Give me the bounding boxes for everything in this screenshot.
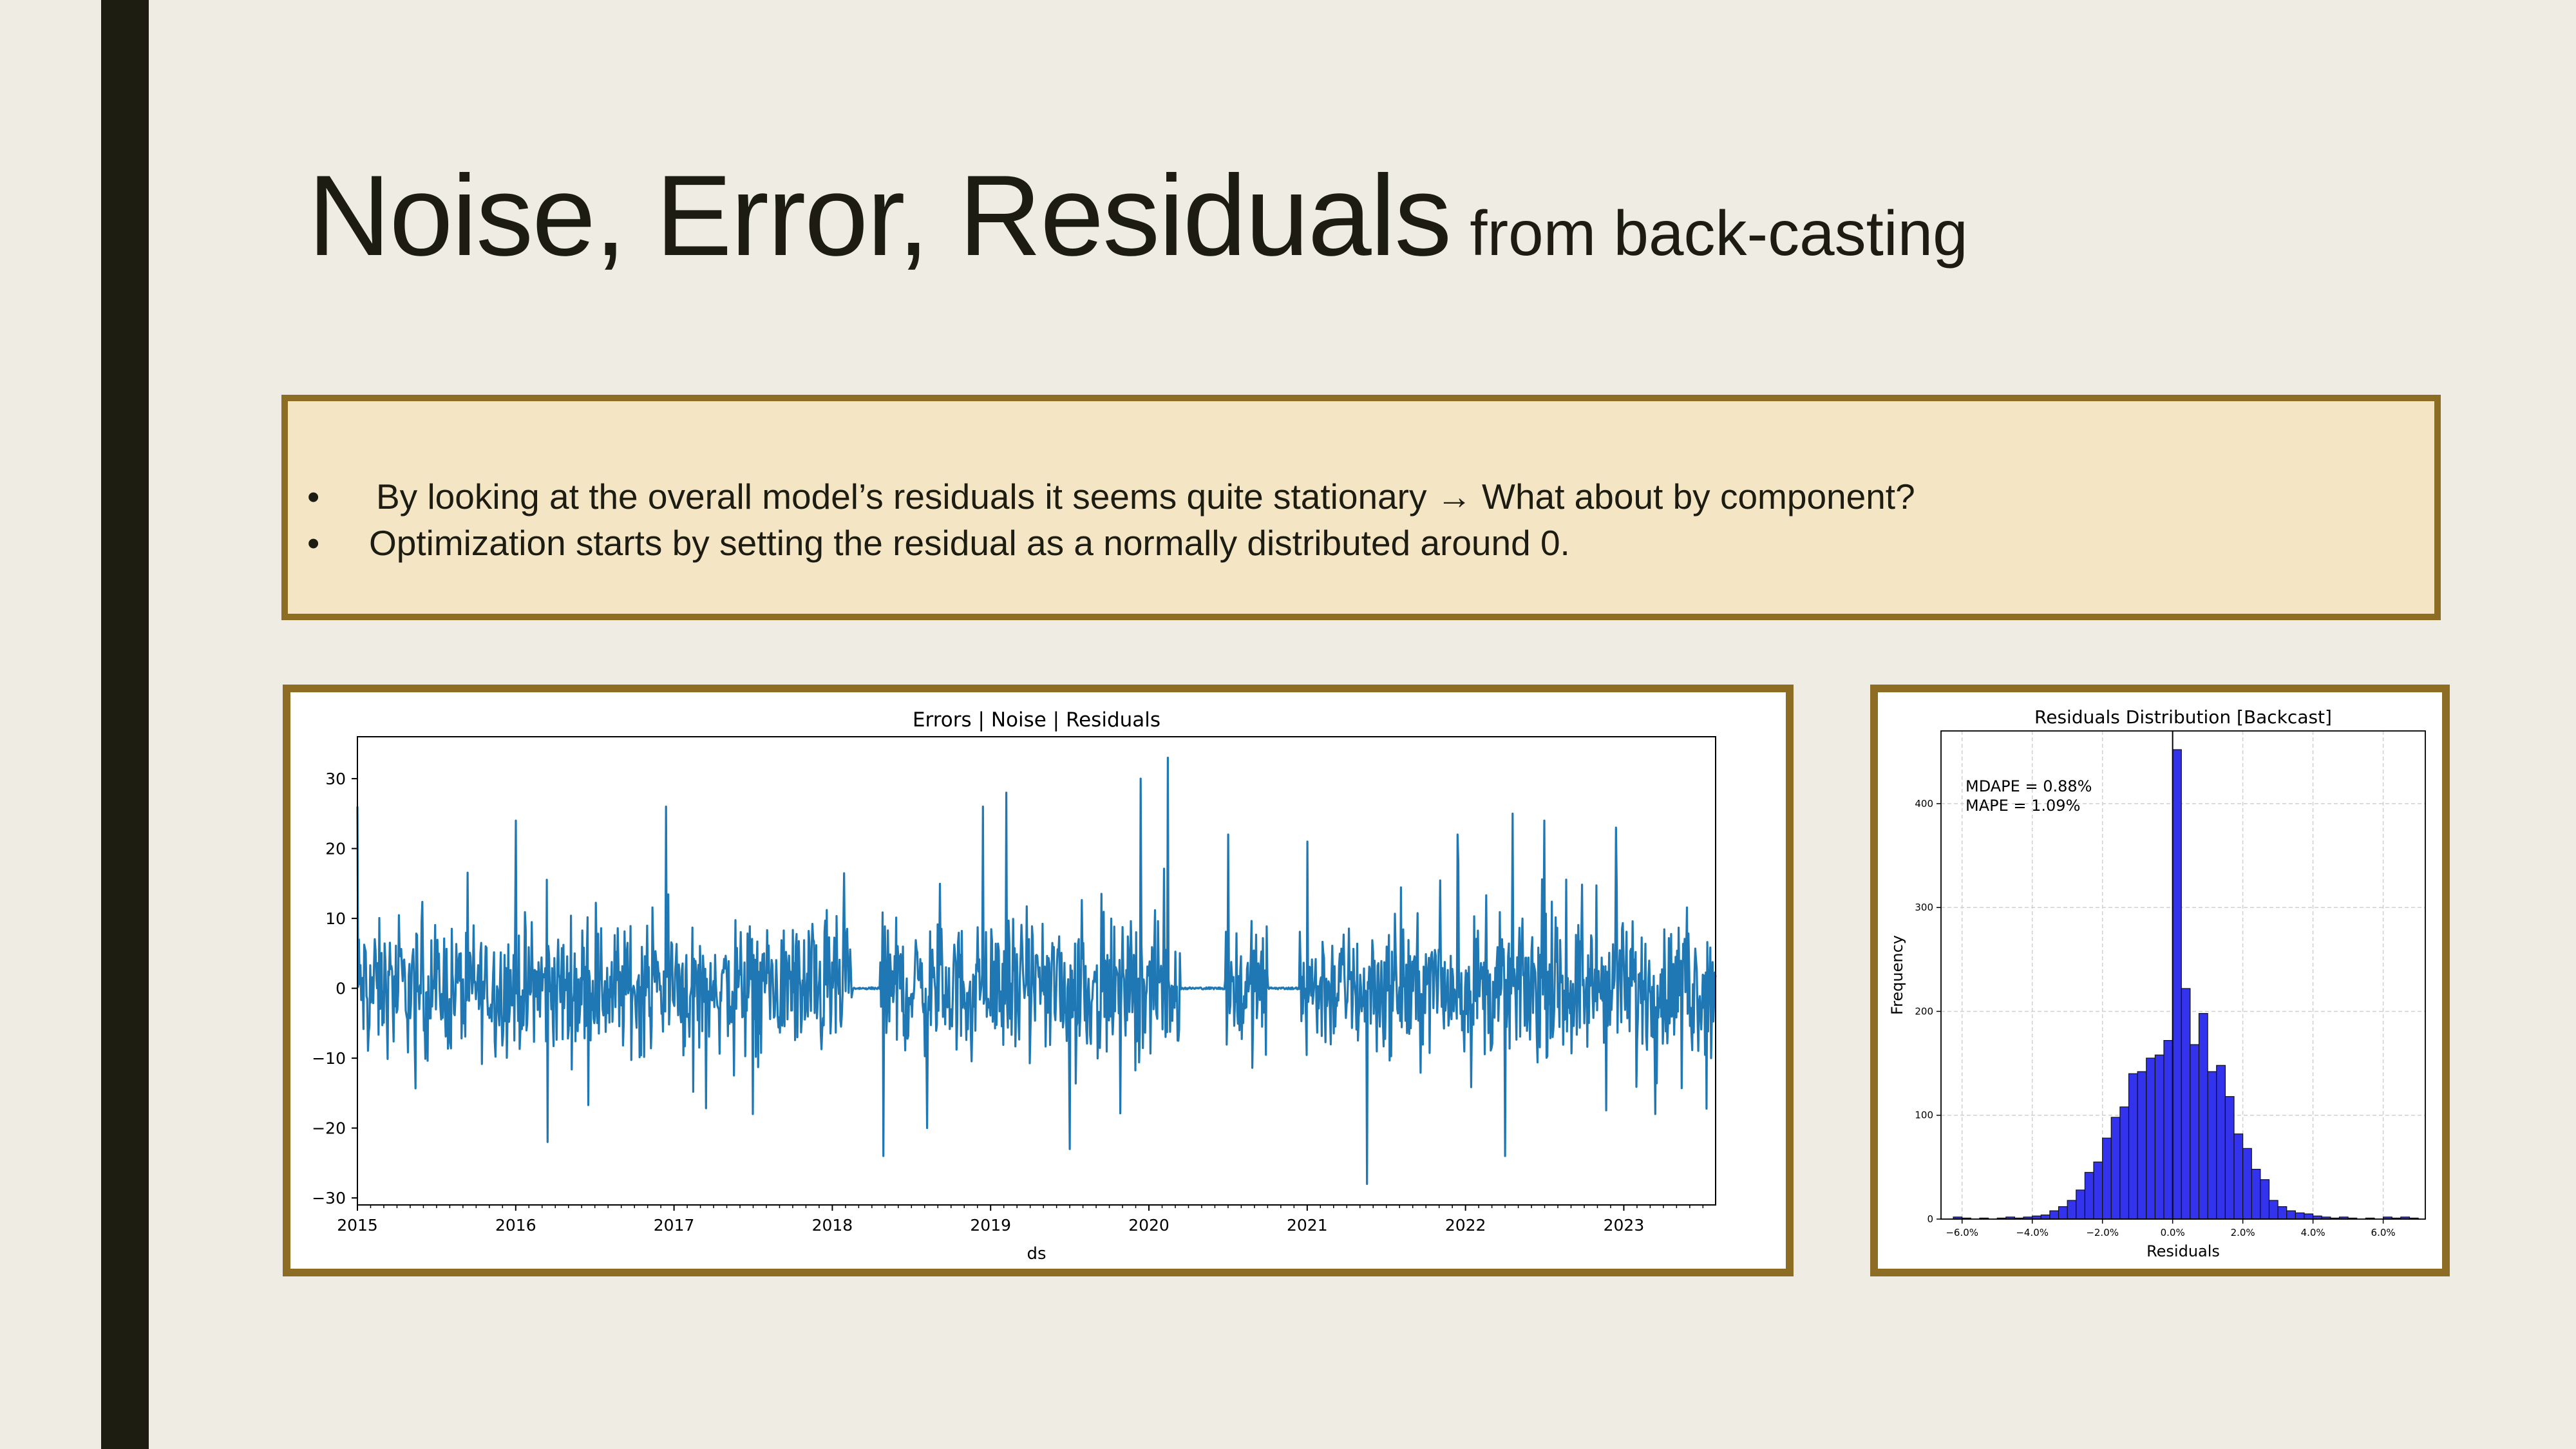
histogram-bar [2277,1206,2287,1220]
x-axis-label: Residuals [2146,1242,2220,1260]
histogram-bar [2137,1071,2147,1220]
y-tick-label: 400 [1915,798,1933,810]
histogram-bar [2163,1040,2174,1220]
plot-area-border [357,736,1716,1206]
x-tick-label: 6.0% [2371,1227,2396,1238]
x-tick-label: 2018 [812,1216,853,1235]
histogram-bar [2172,749,2182,1220]
histogram-bar [2198,1013,2208,1220]
histogram-bar [2049,1210,2060,1220]
residuals-histogram-frame: Residuals Distribution [Backcast] Residua… [1870,685,2450,1276]
histogram-bar [2304,1213,2314,1220]
histogram-bar [2251,1168,2261,1220]
x-tick-label: 2022 [1445,1216,1486,1235]
residuals-histogram: Residuals Distribution [Backcast] Residua… [1888,706,2426,1260]
bullet-item: • Optimization starts by setting the res… [307,520,1915,566]
plot-area-border [1940,730,2426,1220]
y-tick-label: −20 [312,1119,346,1138]
chart-title: Residuals Distribution [Backcast] [2034,706,2332,728]
x-tick-label: 0.0% [2161,1227,2185,1238]
bullet-marker: • [307,523,320,563]
histogram-bar [2216,1065,2226,1220]
histogram-bar [2260,1179,2270,1220]
x-axis-label: ds [1027,1244,1046,1264]
histogram-bar [2268,1200,2278,1220]
x-tick-label: 2023 [1604,1216,1645,1235]
x-tick-label: −4.0% [2016,1227,2049,1238]
y-tick-label: 20 [325,840,346,858]
histogram-bar [2128,1073,2138,1220]
histogram-bar [2242,1148,2252,1220]
histogram-bar [2181,988,2191,1220]
y-axis-label: Frequency [1888,935,1906,1015]
histogram-bar [2233,1133,2244,1220]
histogram-bar [2093,1161,2103,1220]
y-tick-label: 10 [325,909,346,928]
histogram-bar [2102,1137,2112,1220]
y-tick-label: −10 [312,1049,346,1068]
x-tick-label: 2021 [1287,1216,1328,1235]
x-tick-label: 2020 [1128,1216,1170,1235]
histogram-bar [2190,1044,2200,1220]
slide-title-subtitle: from back-casting [1470,198,1968,269]
slide-title-main: Noise, Error, Residuals [308,151,1452,279]
bullet-marker: • [307,477,320,516]
y-tick-label: 200 [1915,1005,1933,1017]
bullet-text-box: • By looking at the overall model’s resi… [281,395,2441,620]
left-accent-bar [101,0,149,1449]
y-tick-label: −30 [312,1189,346,1208]
chart-title: Errors | Noise | Residuals [913,708,1160,732]
y-tick-label: 300 [1915,902,1933,913]
x-tick-label: 4.0% [2301,1227,2325,1238]
residual-series-line [356,757,1717,1185]
histogram-bar [2224,1096,2235,1220]
x-tick-label: 2019 [970,1216,1011,1235]
histogram-bar [2040,1214,2050,1220]
x-tick-label: −2.0% [2086,1227,2119,1238]
metric-annotation: MAPE = 1.09% [1965,797,2080,815]
metric-annotation: MDAPE = 0.88% [1965,777,2092,795]
histogram-bar [2110,1117,2121,1220]
histogram-bar [2154,1054,2164,1220]
histogram-bar [2295,1212,2305,1220]
slide-title: Noise, Error, Residuals from back-casting [308,149,1968,281]
residuals-line-chart: Errors | Noise | Residuals ds 2015 2016 2017… [312,708,1717,1264]
bullet-text: By looking at the overall model’s residu… [376,477,1915,516]
y-tick-label: 100 [1915,1110,1933,1121]
histogram-bar [2058,1206,2068,1220]
x-tick-label: 2017 [654,1216,695,1235]
bullet-item: • By looking at the overall model’s resi… [307,473,1915,520]
y-tick-label: 0 [1927,1213,1933,1225]
x-tick-label: 2015 [337,1216,378,1235]
histogram-bar [2076,1189,2086,1220]
x-tick-label: 2016 [495,1216,536,1235]
y-tick-label: 0 [336,980,346,998]
bullet-text: Optimization starts by setting the resid… [369,523,1570,563]
histogram-bar [2207,1071,2217,1220]
x-tick-label: −6.0% [1946,1227,1978,1238]
residuals-line-chart-frame: Errors | Noise | Residuals ds 2015 2016 2017… [283,685,1794,1276]
histogram-bar [2067,1200,2077,1220]
histogram-bar [2119,1106,2130,1220]
histogram-bar [2084,1171,2094,1220]
bullet-list: • By looking at the overall model’s resi… [307,473,1915,566]
x-tick-label: 2.0% [2231,1227,2255,1238]
histogram-bar [2146,1057,2156,1220]
histogram-bar [2286,1210,2296,1220]
y-tick-label: 30 [325,770,346,788]
